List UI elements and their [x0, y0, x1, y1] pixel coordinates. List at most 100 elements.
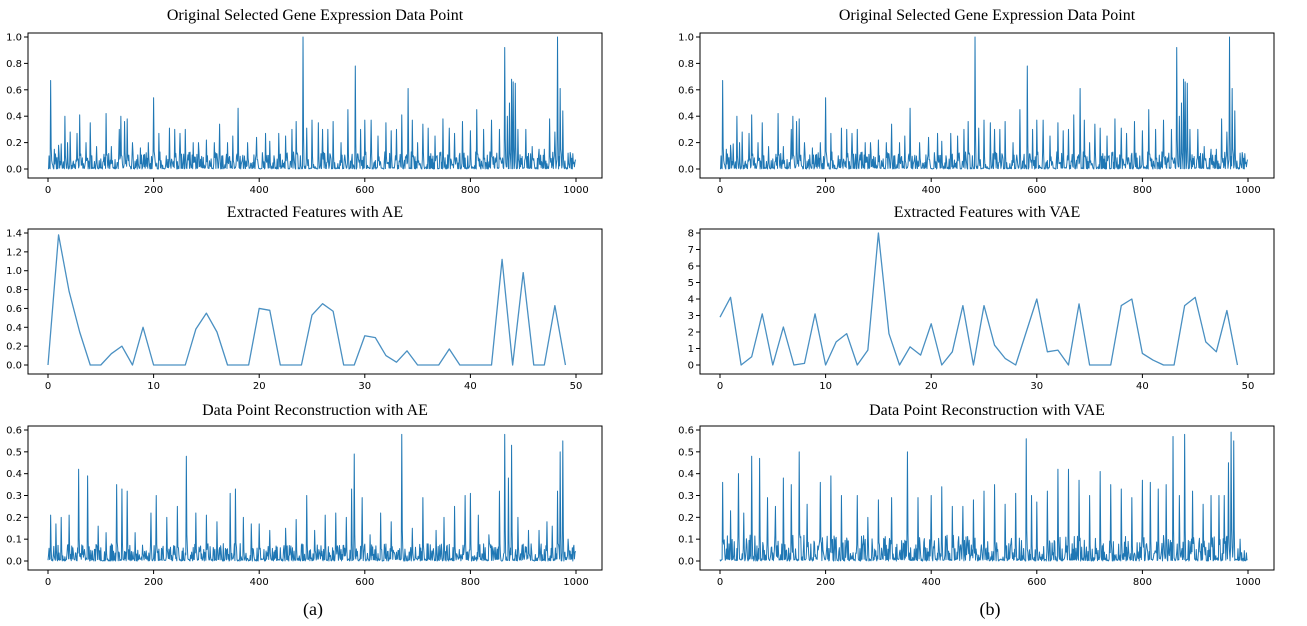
- y-tick-label: 0.0: [6, 557, 22, 568]
- series-line: [47, 234, 567, 366]
- x-tick-label: 20: [253, 381, 266, 392]
- y-tick-label: 4: [688, 295, 694, 306]
- x-tick-label: 200: [144, 185, 163, 196]
- x-tick-label: 0: [717, 577, 723, 588]
- y-tick-label: 0.3: [6, 491, 22, 502]
- y-tick-label: 0.6: [678, 85, 694, 96]
- x-tick-label: 10: [819, 381, 832, 392]
- x-tick-label: 800: [1133, 577, 1152, 588]
- x-tick-label: 800: [1133, 185, 1152, 196]
- y-tick-label: 0.6: [6, 426, 22, 437]
- x-tick-label: 800: [461, 185, 480, 196]
- chart-title: Original Selected Gene Expression Data P…: [167, 7, 464, 24]
- y-tick-label: 0.3: [678, 491, 694, 502]
- y-tick-label: 0.1: [678, 535, 694, 546]
- y-tick-label: 0.2: [678, 138, 694, 149]
- y-tick-label: 1.4: [6, 229, 22, 240]
- x-tick-label: 1000: [1235, 185, 1260, 196]
- y-tick-label: 0.0: [6, 361, 22, 372]
- y-tick-label: 7: [688, 245, 694, 256]
- y-tick-label: 1.0: [678, 33, 694, 44]
- y-tick-label: 0.2: [6, 513, 22, 524]
- chart-panel-1: Original Selected Gene Expression Data P…: [6, 7, 603, 196]
- y-tick-label: 0.6: [6, 85, 22, 96]
- plot-frame: [27, 228, 603, 375]
- x-tick-label: 20: [925, 381, 938, 392]
- y-tick-label: 1.2: [6, 247, 22, 258]
- y-tick-label: 2: [688, 328, 694, 339]
- chart-panel-4: Extracted Features with VAE 0 10 20 30 40 50 0 1…: [688, 204, 1275, 392]
- x-tick-label: 200: [816, 185, 835, 196]
- chart-title: Extracted Features with VAE: [894, 204, 1080, 221]
- x-tick-label: 30: [358, 381, 371, 392]
- y-tick-label: 0.4: [678, 112, 694, 123]
- y-tick-label: 1: [688, 344, 694, 355]
- y-tick-label: 0.2: [678, 513, 694, 524]
- y-tick-label: 1.0: [6, 266, 22, 277]
- x-tick-label: 1000: [563, 577, 588, 588]
- x-tick-label: 400: [250, 577, 269, 588]
- y-tick-label: 0.5: [6, 447, 22, 458]
- chart-panel-2: Original Selected Gene Expression Data P…: [678, 7, 1275, 196]
- y-tick-label: 0.4: [6, 112, 22, 123]
- plot-frame: [699, 228, 1275, 375]
- y-tick-label: 0.2: [6, 138, 22, 149]
- chart-panel-6: Data Point Reconstruction with VAE 0 200 40…: [678, 402, 1275, 588]
- y-tick-label: 0.0: [678, 557, 694, 568]
- y-tick-label: 0.6: [6, 304, 22, 315]
- chart-title: Extracted Features with AE: [227, 204, 403, 221]
- x-tick-label: 40: [464, 381, 477, 392]
- x-tick-label: 0: [717, 381, 723, 392]
- y-tick-label: 8: [688, 229, 694, 240]
- x-tick-label: 0: [45, 381, 51, 392]
- plot-frame: [699, 32, 1275, 179]
- x-tick-label: 600: [1027, 577, 1046, 588]
- y-tick-label: 6: [688, 262, 694, 273]
- caption-right: (b): [980, 599, 1001, 620]
- plot-frame: [27, 32, 603, 179]
- y-tick-label: 0.2: [6, 342, 22, 353]
- x-tick-label: 200: [144, 577, 163, 588]
- series-line: [47, 433, 576, 562]
- x-tick-label: 40: [1136, 381, 1149, 392]
- caption-left: (a): [303, 599, 323, 620]
- y-tick-label: 5: [688, 278, 694, 289]
- x-tick-label: 10: [147, 381, 160, 392]
- y-tick-label: 0.8: [678, 59, 694, 70]
- x-tick-label: 400: [250, 185, 269, 196]
- x-tick-label: 0: [45, 185, 51, 196]
- chart-title: Data Point Reconstruction with AE: [202, 402, 428, 419]
- x-tick-label: 1000: [1235, 577, 1260, 588]
- x-tick-label: 50: [570, 381, 583, 392]
- y-tick-label: 1.0: [6, 33, 22, 44]
- x-tick-label: 600: [355, 185, 374, 196]
- y-tick-label: 0.0: [678, 165, 694, 176]
- x-tick-label: 400: [922, 185, 941, 196]
- x-tick-label: 200: [816, 577, 835, 588]
- chart-panel-3: Extracted Features with AE 0 10 20 30 40 50 0.0…: [6, 204, 603, 392]
- y-tick-label: 3: [688, 311, 694, 322]
- x-tick-label: 30: [1030, 381, 1043, 392]
- y-tick-label: 0.5: [678, 447, 694, 458]
- x-tick-label: 600: [355, 577, 374, 588]
- x-tick-label: 1000: [563, 185, 588, 196]
- y-tick-label: 0.0: [6, 165, 22, 176]
- series-line: [719, 232, 1239, 366]
- y-tick-label: 0: [688, 361, 694, 372]
- x-tick-label: 600: [1027, 185, 1046, 196]
- y-tick-label: 0.1: [6, 535, 22, 546]
- x-tick-label: 800: [461, 577, 480, 588]
- y-tick-label: 0.4: [6, 323, 22, 334]
- x-tick-label: 400: [922, 577, 941, 588]
- y-tick-label: 0.4: [6, 469, 22, 480]
- chart-panel-5: Data Point Reconstruction with AE 0 200 400…: [6, 402, 603, 588]
- y-tick-label: 0.4: [678, 469, 694, 480]
- series-line: [719, 36, 1248, 170]
- y-tick-label: 0.8: [6, 285, 22, 296]
- x-tick-label: 0: [45, 577, 51, 588]
- plot-frame: [27, 425, 603, 571]
- y-tick-label: 0.6: [678, 426, 694, 437]
- series-line: [719, 431, 1248, 562]
- series-line: [47, 36, 576, 170]
